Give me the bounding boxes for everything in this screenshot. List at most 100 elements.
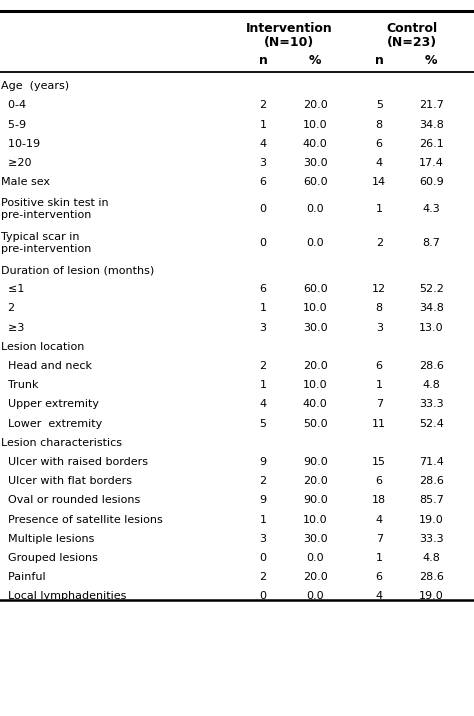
Text: 6: 6: [376, 139, 383, 149]
Text: 34.8: 34.8: [419, 120, 444, 130]
Text: ≤1: ≤1: [1, 284, 24, 294]
Text: ≥3: ≥3: [1, 323, 24, 333]
Text: 3: 3: [376, 323, 383, 333]
Text: (N=23): (N=23): [387, 37, 438, 49]
Text: 40.0: 40.0: [303, 139, 328, 149]
Text: 60.0: 60.0: [303, 177, 328, 187]
Text: 2: 2: [259, 572, 267, 582]
Text: Head and neck: Head and neck: [1, 361, 92, 371]
Text: Presence of satellite lesions: Presence of satellite lesions: [1, 515, 163, 525]
Text: Duration of lesion (months): Duration of lesion (months): [1, 265, 154, 275]
Text: 33.3: 33.3: [419, 533, 444, 543]
Text: 34.8: 34.8: [419, 304, 444, 314]
Text: 30.0: 30.0: [303, 323, 328, 333]
Text: ≥20: ≥20: [1, 158, 31, 168]
Text: 10-19: 10-19: [1, 139, 40, 149]
Text: 4: 4: [375, 591, 383, 601]
Text: 6: 6: [376, 572, 383, 582]
Text: 21.7: 21.7: [419, 100, 444, 110]
Text: 20.0: 20.0: [303, 476, 328, 486]
Text: Multiple lesions: Multiple lesions: [1, 533, 94, 543]
Text: 8: 8: [375, 304, 383, 314]
Text: 19.0: 19.0: [419, 515, 444, 525]
Text: 0: 0: [260, 238, 266, 248]
Text: 4.8: 4.8: [422, 380, 440, 390]
Text: 2: 2: [259, 100, 267, 110]
Text: 40.0: 40.0: [303, 400, 328, 410]
Text: Lesion location: Lesion location: [1, 342, 84, 352]
Text: 52.4: 52.4: [419, 419, 444, 429]
Text: 2: 2: [259, 361, 267, 371]
Text: Oval or rounded lesions: Oval or rounded lesions: [1, 495, 140, 505]
Text: 5: 5: [260, 419, 266, 429]
Text: 0: 0: [260, 553, 266, 563]
Text: 8.7: 8.7: [422, 238, 440, 248]
Text: Intervention: Intervention: [246, 22, 333, 35]
Text: 60.9: 60.9: [419, 177, 444, 187]
Text: 4: 4: [375, 515, 383, 525]
Text: Typical scar in
pre-intervention: Typical scar in pre-intervention: [1, 232, 91, 254]
Text: 10.0: 10.0: [303, 120, 328, 130]
Text: 30.0: 30.0: [303, 533, 328, 543]
Text: 6: 6: [260, 284, 266, 294]
Text: 60.0: 60.0: [303, 284, 328, 294]
Text: 10.0: 10.0: [303, 515, 328, 525]
Text: 28.6: 28.6: [419, 572, 444, 582]
Text: 20.0: 20.0: [303, 572, 328, 582]
Text: 2: 2: [259, 476, 267, 486]
Text: 4: 4: [259, 139, 267, 149]
Text: 4: 4: [259, 400, 267, 410]
Text: 50.0: 50.0: [303, 419, 328, 429]
Text: 4.8: 4.8: [422, 553, 440, 563]
Text: Grouped lesions: Grouped lesions: [1, 553, 98, 563]
Text: 1: 1: [260, 515, 266, 525]
Text: Lesion characteristics: Lesion characteristics: [1, 437, 122, 448]
Text: 1: 1: [260, 120, 266, 130]
Text: 1: 1: [260, 380, 266, 390]
Text: Lower  extremity: Lower extremity: [1, 419, 102, 429]
Text: %: %: [309, 54, 321, 67]
Text: Control: Control: [387, 22, 438, 35]
Text: 9: 9: [259, 495, 267, 505]
Text: 30.0: 30.0: [303, 158, 328, 168]
Text: 7: 7: [375, 533, 383, 543]
Text: 6: 6: [376, 476, 383, 486]
Text: n: n: [259, 54, 267, 67]
Text: 28.6: 28.6: [419, 476, 444, 486]
Text: 10.0: 10.0: [303, 304, 328, 314]
Text: %: %: [425, 54, 438, 67]
Text: Positive skin test in
pre-intervention: Positive skin test in pre-intervention: [1, 198, 109, 220]
Text: 6: 6: [260, 177, 266, 187]
Text: 15: 15: [372, 457, 386, 467]
Text: 6: 6: [376, 361, 383, 371]
Text: 1: 1: [376, 380, 383, 390]
Text: 5: 5: [376, 100, 383, 110]
Text: 33.3: 33.3: [419, 400, 444, 410]
Text: 2: 2: [1, 304, 15, 314]
Text: 28.6: 28.6: [419, 361, 444, 371]
Text: 20.0: 20.0: [303, 361, 328, 371]
Text: Local lymphadenities: Local lymphadenities: [1, 591, 127, 601]
Text: 2: 2: [375, 238, 383, 248]
Text: 11: 11: [372, 419, 386, 429]
Text: 12: 12: [372, 284, 386, 294]
Text: Painful: Painful: [1, 572, 46, 582]
Text: 0-4: 0-4: [1, 100, 26, 110]
Text: 4: 4: [375, 158, 383, 168]
Text: Trunk: Trunk: [1, 380, 38, 390]
Text: Male sex: Male sex: [1, 177, 50, 187]
Text: 14: 14: [372, 177, 386, 187]
Text: 85.7: 85.7: [419, 495, 444, 505]
Text: 8: 8: [375, 120, 383, 130]
Text: 0.0: 0.0: [306, 204, 324, 214]
Text: 1: 1: [376, 204, 383, 214]
Text: 9: 9: [259, 457, 267, 467]
Text: Age  (years): Age (years): [1, 81, 69, 91]
Text: 3: 3: [260, 323, 266, 333]
Text: 0.0: 0.0: [306, 553, 324, 563]
Text: 10.0: 10.0: [303, 380, 328, 390]
Text: Upper extremity: Upper extremity: [1, 400, 99, 410]
Text: 3: 3: [260, 533, 266, 543]
Text: 1: 1: [260, 304, 266, 314]
Text: 18: 18: [372, 495, 386, 505]
